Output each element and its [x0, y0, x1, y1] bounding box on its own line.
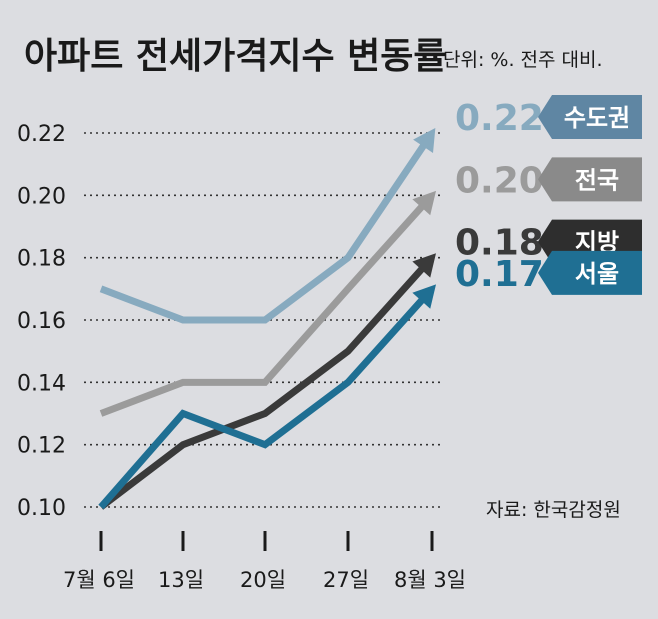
y-tick-label: 0.10	[17, 496, 66, 521]
x-tick-label: 7월 6일	[63, 568, 135, 592]
y-tick-label: 0.20	[17, 184, 66, 209]
series-badge-3	[538, 250, 642, 295]
series-name-label: 서울	[575, 260, 619, 288]
series-name-label: 수도권	[564, 104, 630, 132]
series-end-value: 0.17	[455, 254, 544, 295]
x-tick-label: 27일	[323, 568, 369, 592]
y-tick-label: 0.16	[17, 309, 66, 334]
series-lines	[98, 128, 437, 510]
series-end-value: 0.20	[455, 160, 544, 201]
series-line-2	[98, 265, 426, 510]
source-note: 자료: 한국감정원	[486, 499, 621, 521]
series-badge-1	[538, 157, 642, 202]
x-tick-label: 8월 3일	[394, 568, 466, 592]
chart-title: 아파트 전세가격지수 변동률	[24, 36, 447, 77]
y-tick-label: 0.18	[17, 247, 66, 272]
series-end-value: 0.22	[455, 98, 544, 139]
series-line-0	[99, 142, 428, 324]
series-arrowhead-1	[412, 190, 437, 216]
series-arrowhead-0	[413, 128, 436, 153]
y-tick-label: 0.22	[17, 122, 66, 147]
series-end-value: 0.18	[455, 223, 544, 264]
unit-note: 단위: %. 전주 대비.	[443, 49, 603, 71]
y-tick-label: 0.12	[17, 434, 66, 459]
series-line-3	[98, 296, 426, 510]
series-name-label: 전국	[575, 166, 619, 194]
series-line-1	[99, 203, 426, 417]
series-badge-0	[538, 95, 642, 139]
x-tick-label: 13일	[158, 568, 204, 592]
y-tick-label: 0.14	[17, 371, 66, 396]
series-arrowhead-2	[412, 253, 437, 278]
y-axis-ticks: 0.10 0.12 0.14 0.16 0.18 0.20 0.22	[17, 122, 66, 521]
series-arrowhead-3	[412, 284, 437, 309]
x-tick-label: 20일	[240, 568, 286, 592]
x-axis: 7월 6일 13일 20일 27일 8월 3일	[63, 531, 466, 592]
